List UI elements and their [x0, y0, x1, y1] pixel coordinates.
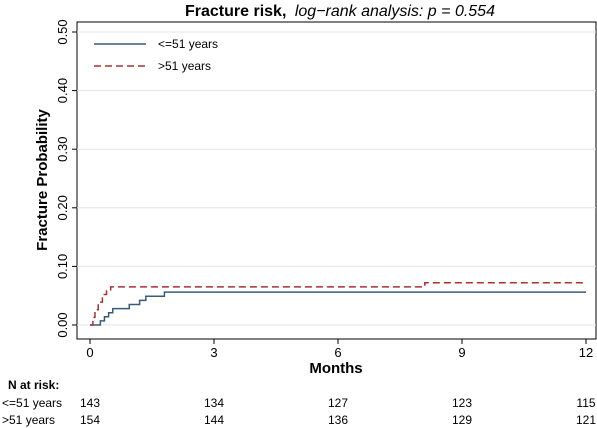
risk-table-value: 134 [204, 396, 224, 410]
x-tick-label: 12 [579, 345, 593, 360]
chart-title: Fracture risk, log−rank analysis: p = 0.… [185, 3, 495, 20]
chart-title-bold: Fracture risk, [185, 3, 286, 20]
chart-title-italic: log−rank analysis: p = 0.554 [295, 3, 495, 20]
risk-table-value: 121 [576, 413, 596, 427]
y-axis-label: Fracture Probability [34, 108, 51, 250]
legend: <=51 years >51 years [94, 37, 218, 73]
risk-table-value: 136 [328, 413, 348, 427]
risk-table-value: 154 [80, 413, 100, 427]
risk-row-label-gt51: >51 years [2, 413, 55, 427]
risk-table-value: 127 [328, 396, 348, 410]
series-lines [90, 282, 586, 326]
gridlines [77, 31, 596, 326]
x-axis-label: Months [309, 360, 362, 377]
x-axis: 0 3 6 9 12 [86, 339, 593, 360]
risk-table-value: 143 [80, 396, 100, 410]
risk-table-header: N at risk: [8, 378, 59, 392]
risk-table-value: 115 [576, 396, 595, 410]
risk-table-value: 123 [452, 396, 472, 410]
x-tick-label: 9 [458, 345, 465, 360]
y-tick-label: 0.10 [55, 254, 70, 279]
risk-table: N at risk: <=51 years >51 years 143 134 12… [2, 378, 596, 427]
x-tick-label: 6 [334, 345, 341, 360]
x-tick-label: 3 [210, 345, 217, 360]
legend-label-gt51: >51 years [158, 59, 211, 73]
y-tick-label: 0.50 [55, 19, 70, 44]
series-line-0 [90, 291, 586, 326]
y-axis: 0.00 0.10 0.20 0.30 0.40 0.50 [55, 19, 77, 338]
risk-row-label-le51: <=51 years [2, 396, 62, 410]
x-tick-label: 0 [86, 345, 93, 360]
y-tick-label: 0.40 [55, 78, 70, 103]
y-tick-label: 0.20 [55, 195, 70, 220]
y-tick-label: 0.30 [55, 137, 70, 162]
series-line-1 [90, 282, 586, 326]
legend-label-le51: <=51 years [158, 37, 218, 51]
risk-table-values: 143 134 127 123 115 154 144 136 129 121 [80, 396, 596, 427]
risk-table-value: 129 [452, 413, 472, 427]
y-tick-label: 0.00 [55, 312, 70, 337]
risk-table-value: 144 [204, 413, 224, 427]
